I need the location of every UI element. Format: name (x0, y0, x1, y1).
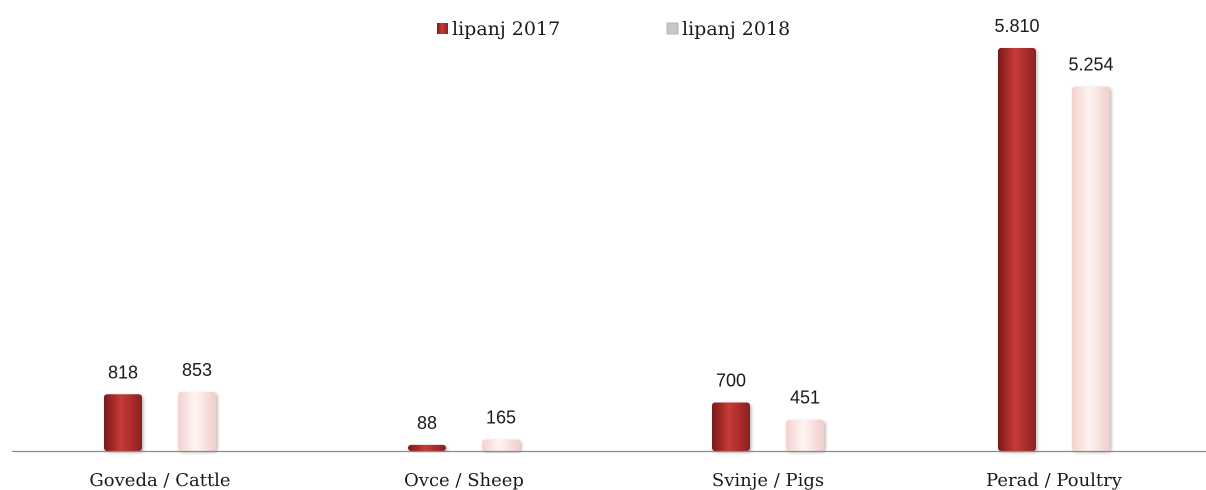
value-label-lipanj-2018-svinje-pigs: 451 (790, 388, 820, 408)
legend-item-lipanj-2018: lipanj 2018 (666, 18, 790, 40)
legend-item-lipanj-2017: lipanj 2017 (437, 18, 560, 40)
category-label-goveda-cattle: Goveda / Cattle (89, 470, 230, 490)
legend-label-lipanj-2017: lipanj 2017 (452, 18, 560, 40)
legend-label-lipanj-2018: lipanj 2018 (682, 18, 790, 40)
bar-lipanj-2017-ovce-sheep (408, 444, 446, 451)
legend-swatch-lipanj-2017 (437, 23, 448, 34)
category-label-ovce-sheep: Ovce / Sheep (404, 470, 524, 490)
bar-lipanj-2017-goveda-cattle (104, 394, 142, 451)
category-label-svinje-pigs: Svinje / Pigs (712, 470, 824, 490)
bar-lipanj-2017-perad-poultry (998, 48, 1036, 451)
legend: lipanj 2017 lipanj 2018 (437, 18, 790, 40)
value-label-lipanj-2017-goveda-cattle: 818 (108, 362, 138, 382)
legend-swatch-lipanj-2018 (666, 22, 679, 35)
value-label-lipanj-2018-goveda-cattle: 853 (182, 360, 212, 380)
bars-group (104, 48, 1110, 451)
bar-lipanj-2017-svinje-pigs (712, 402, 750, 451)
value-label-lipanj-2018-perad-poultry: 5.254 (1068, 55, 1113, 75)
category-label-perad-poultry: Perad / Poultry (986, 470, 1123, 490)
value-label-lipanj-2018-ovce-sheep: 165 (486, 408, 516, 428)
bar-lipanj-2018-ovce-sheep (482, 439, 520, 451)
category-labels-group: Goveda / Cattle Ovce / Sheep Svinje / Pigs… (89, 470, 1122, 490)
value-label-lipanj-2017-perad-poultry: 5.810 (994, 16, 1039, 36)
value-label-lipanj-2017-ovce-sheep: 88 (417, 413, 437, 433)
value-label-lipanj-2017-svinje-pigs: 700 (716, 370, 746, 390)
bar-lipanj-2018-perad-poultry (1072, 86, 1110, 451)
bar-lipanj-2018-goveda-cattle (178, 391, 216, 451)
value-labels-group: 818 853 88 165 700 451 5.810 5.254 (108, 16, 1114, 433)
bar-lipanj-2018-svinje-pigs (786, 419, 824, 451)
